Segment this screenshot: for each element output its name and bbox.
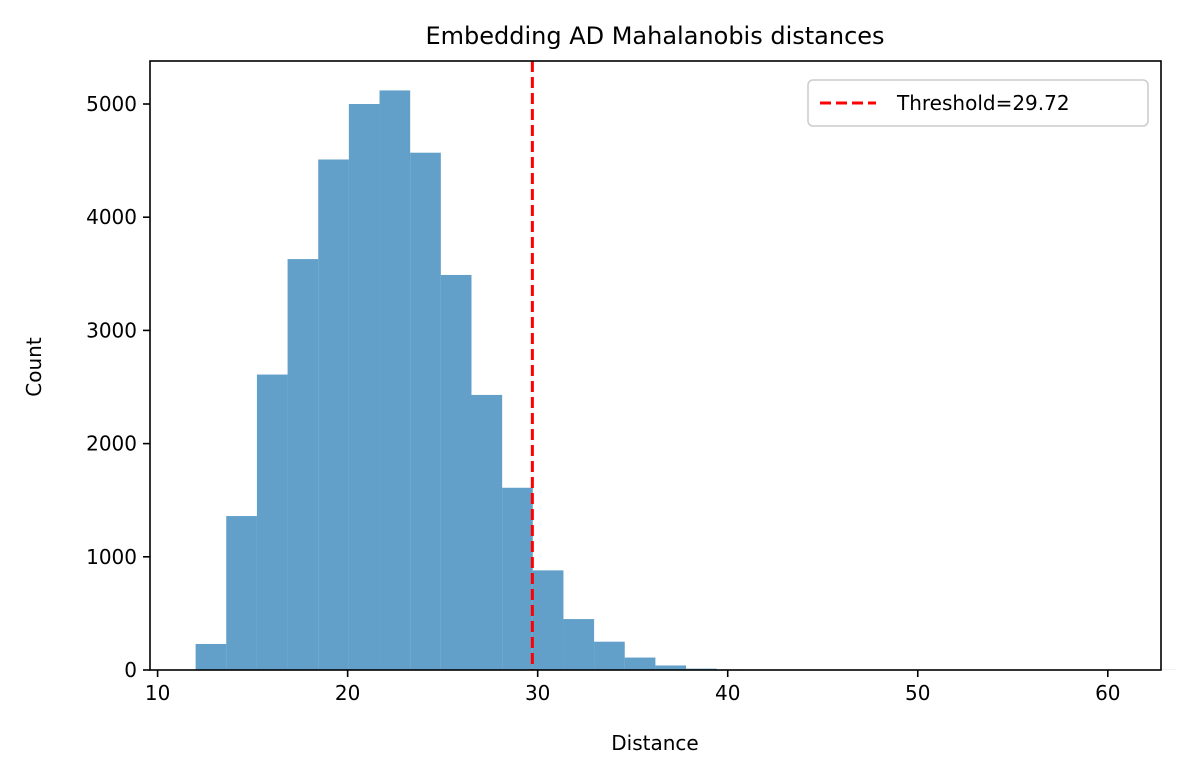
- y-tick-label: 5000: [86, 92, 137, 116]
- histogram-bar: [379, 90, 411, 671]
- y-tick-label: 1000: [86, 545, 137, 569]
- x-tick-label: 20: [335, 681, 360, 705]
- bars-group: [195, 90, 1177, 671]
- histogram-bar: [563, 619, 595, 670]
- x-tick-label: 40: [715, 681, 740, 705]
- legend: Threshold=29.72: [807, 79, 1149, 127]
- x-tick-label: 60: [1095, 681, 1120, 705]
- chart-title: Embedding AD Mahalanobis distances: [425, 22, 884, 50]
- histogram-bar: [226, 516, 257, 670]
- histogram-bar: [471, 394, 503, 670]
- legend-box: [807, 79, 1149, 127]
- y-tick-label: 4000: [86, 205, 137, 229]
- y-axis-label: Count: [22, 337, 46, 397]
- y-tick-label: 3000: [86, 318, 137, 342]
- x-axis-label: Distance: [611, 731, 698, 755]
- x-tick-label: 50: [905, 681, 930, 705]
- histogram-bar: [655, 665, 687, 670]
- histogram-bar: [410, 152, 441, 671]
- histogram-bar: [348, 104, 380, 670]
- legend-threshold-label: Threshold=29.72: [896, 91, 1070, 115]
- y-tick-label: 2000: [86, 432, 137, 456]
- y-axis: 0 1000 2000 3000 4000 5000: [86, 92, 150, 682]
- histogram-bar: [532, 570, 564, 670]
- histogram-bar: [624, 657, 656, 670]
- histogram-bar: [440, 274, 472, 670]
- x-tick-label: 30: [525, 681, 550, 705]
- histogram-bar: [502, 487, 533, 670]
- plot-frame: [149, 60, 1162, 671]
- x-axis: 10 20 30 40 50 60: [145, 670, 1121, 705]
- histogram-bar: [594, 641, 625, 670]
- x-tick-label: 10: [145, 681, 170, 705]
- y-tick-label: 0: [124, 658, 137, 682]
- histogram-bar: [195, 643, 227, 670]
- histogram-bar: [256, 374, 288, 670]
- histogram-bar: [287, 259, 319, 670]
- histogram-bar: [318, 159, 349, 670]
